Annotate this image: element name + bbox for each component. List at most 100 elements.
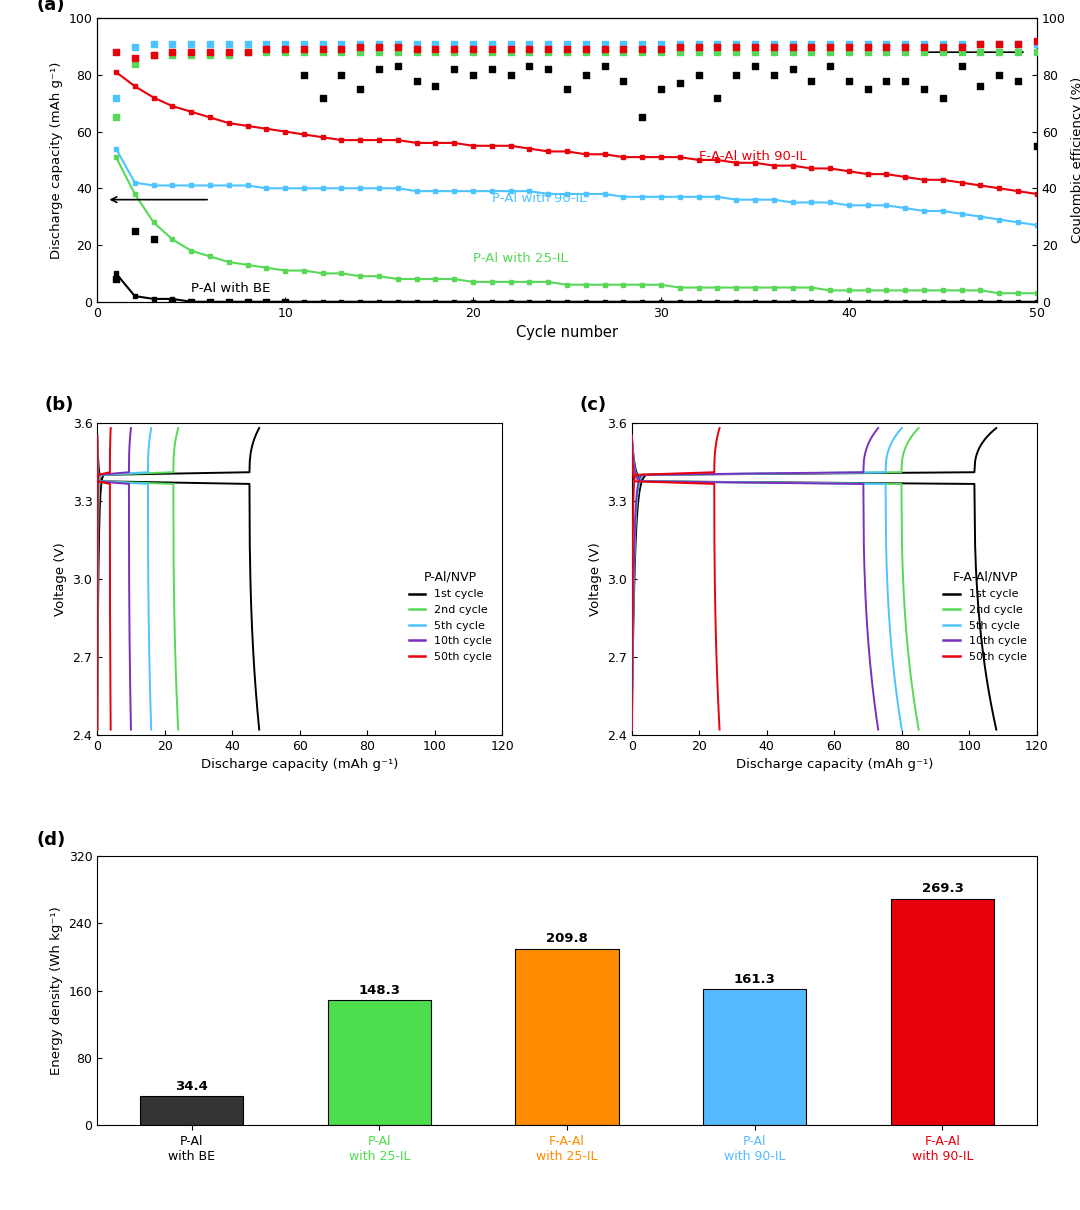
Point <box>1010 71 1027 91</box>
Bar <box>140 1096 243 1125</box>
Point <box>690 36 707 56</box>
Point <box>483 34 500 53</box>
Point <box>634 40 651 59</box>
Point <box>896 34 914 53</box>
Point <box>145 230 162 249</box>
Point <box>916 80 933 99</box>
Point <box>408 42 426 62</box>
Point <box>276 34 294 53</box>
Point <box>164 292 181 311</box>
Point <box>990 42 1008 62</box>
Point <box>896 71 914 91</box>
Point <box>295 42 312 62</box>
X-axis label: Discharge capacity (mAh g⁻¹): Discharge capacity (mAh g⁻¹) <box>201 759 399 771</box>
Point <box>107 42 124 62</box>
Point <box>220 45 238 64</box>
Point <box>690 42 707 62</box>
Point <box>145 45 162 64</box>
Point <box>916 42 933 62</box>
Point <box>107 270 124 289</box>
Point <box>558 34 576 53</box>
Text: F-A-Al with 90-IL: F-A-Al with 90-IL <box>699 150 806 163</box>
Point <box>502 65 519 85</box>
Point <box>878 34 895 53</box>
Point <box>239 292 256 311</box>
Point <box>183 42 200 62</box>
Text: P-Al with BE: P-Al with BE <box>191 282 270 295</box>
Point <box>408 40 426 59</box>
Point <box>822 36 839 56</box>
Point <box>201 45 218 64</box>
Point <box>483 59 500 79</box>
Point <box>634 108 651 127</box>
Point <box>728 36 745 56</box>
Point <box>708 34 726 53</box>
Point <box>934 34 951 53</box>
Point <box>408 71 426 91</box>
Point <box>220 34 238 53</box>
Point <box>389 57 406 76</box>
Point <box>990 65 1008 85</box>
Point <box>765 65 782 85</box>
Point <box>1028 31 1045 51</box>
Point <box>446 40 463 59</box>
Point <box>239 34 256 53</box>
X-axis label: Discharge capacity (mAh g⁻¹): Discharge capacity (mAh g⁻¹) <box>735 759 933 771</box>
Point <box>258 40 275 59</box>
Point <box>896 42 914 62</box>
Point <box>953 57 970 76</box>
Point <box>934 42 951 62</box>
Point <box>333 34 350 53</box>
Point <box>370 59 388 79</box>
Point <box>220 292 238 311</box>
Point <box>1010 34 1027 53</box>
Point <box>521 40 538 59</box>
Bar <box>515 949 619 1125</box>
Point <box>502 42 519 62</box>
Point <box>916 36 933 56</box>
Point <box>596 42 613 62</box>
Point <box>840 36 858 56</box>
Text: 209.8: 209.8 <box>546 932 588 945</box>
Point <box>746 42 764 62</box>
Point <box>652 40 670 59</box>
Text: 269.3: 269.3 <box>921 882 963 895</box>
Bar <box>703 990 807 1125</box>
Bar <box>891 899 994 1125</box>
Point <box>295 34 312 53</box>
Point <box>878 71 895 91</box>
Point <box>107 108 124 127</box>
Point <box>934 88 951 108</box>
Point <box>276 40 294 59</box>
Point <box>258 34 275 53</box>
Point <box>765 36 782 56</box>
Point <box>389 34 406 53</box>
Point <box>652 42 670 62</box>
Point <box>671 42 688 62</box>
Point <box>652 34 670 53</box>
Text: (c): (c) <box>579 397 606 414</box>
Point <box>164 34 181 53</box>
Point <box>577 42 594 62</box>
Point <box>822 34 839 53</box>
Point <box>183 45 200 64</box>
Point <box>427 34 444 53</box>
Point <box>990 34 1008 53</box>
Point <box>972 76 989 96</box>
Point <box>615 42 632 62</box>
Point <box>728 65 745 85</box>
Point <box>201 34 218 53</box>
X-axis label: Cycle number: Cycle number <box>516 325 618 340</box>
Point <box>746 57 764 76</box>
Point <box>615 34 632 53</box>
Point <box>314 42 332 62</box>
Point <box>464 42 482 62</box>
Point <box>183 34 200 53</box>
Point <box>577 65 594 85</box>
Point <box>916 34 933 53</box>
Point <box>558 42 576 62</box>
Point <box>953 42 970 62</box>
Point <box>126 54 144 74</box>
Point <box>483 42 500 62</box>
Point <box>784 34 801 53</box>
